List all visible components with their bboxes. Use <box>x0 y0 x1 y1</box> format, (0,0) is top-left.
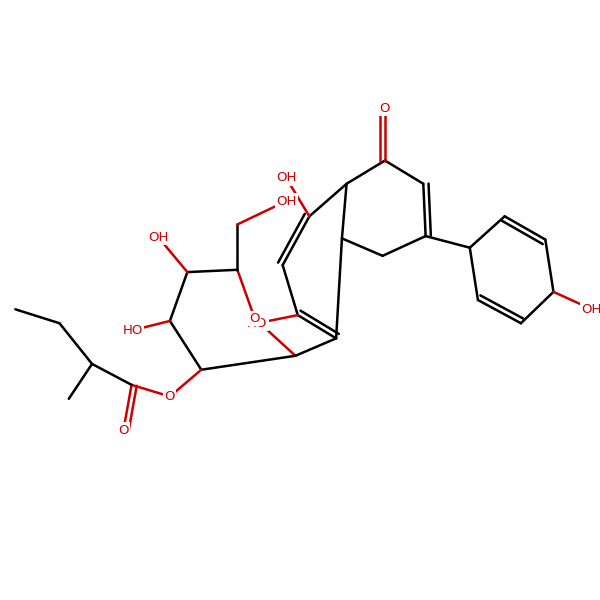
Text: O: O <box>380 102 390 115</box>
Text: OH: OH <box>148 231 169 244</box>
Text: O: O <box>164 390 175 403</box>
Text: OH: OH <box>581 303 600 316</box>
Text: OH: OH <box>276 172 296 184</box>
Text: O: O <box>250 312 260 325</box>
Text: HO: HO <box>247 317 267 330</box>
Text: OH: OH <box>276 195 296 208</box>
Text: HO: HO <box>122 324 143 337</box>
Text: O: O <box>118 424 128 437</box>
